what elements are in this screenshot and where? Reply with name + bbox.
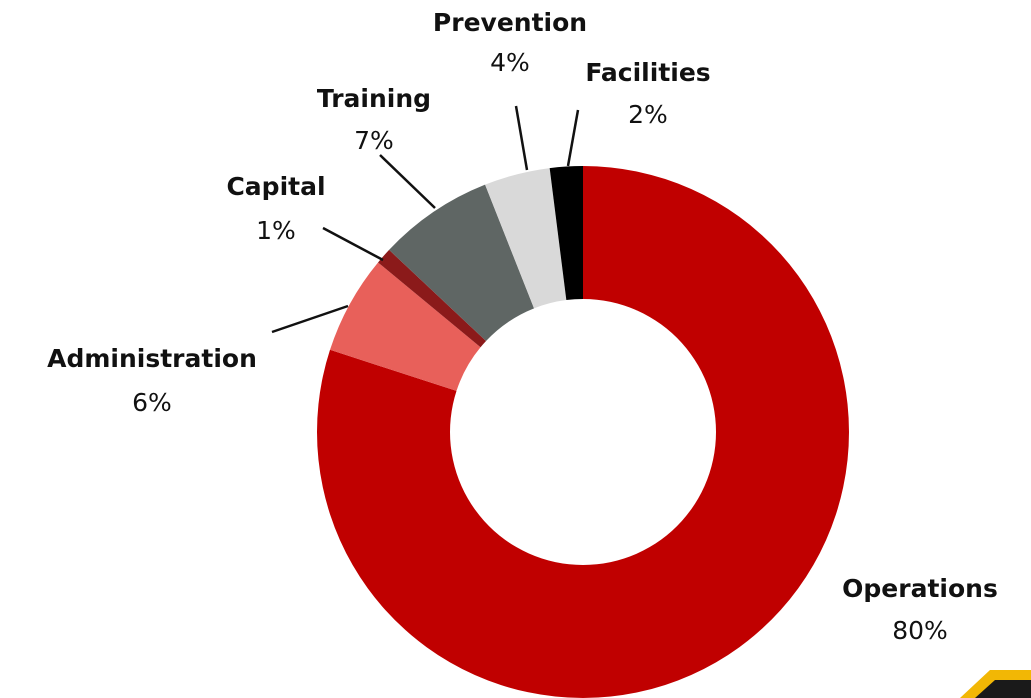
value-label: 6% — [132, 388, 172, 417]
category-label: Training — [317, 84, 431, 113]
value-label: 2% — [628, 100, 668, 129]
value-label: 80% — [892, 616, 948, 645]
donut-slice — [330, 262, 481, 391]
value-label: 1% — [256, 216, 296, 245]
category-label: Capital — [226, 172, 325, 201]
donut-slice — [549, 166, 583, 301]
category-label: Prevention — [433, 8, 587, 37]
donut-slice — [316, 166, 849, 698]
leader-line — [322, 226, 384, 262]
category-label: Facilities — [585, 58, 710, 87]
leader-line — [514, 105, 529, 171]
category-label: Operations — [842, 574, 998, 603]
corner-decoration — [960, 670, 1031, 698]
leader-line — [379, 154, 436, 209]
donut-slice — [485, 168, 567, 309]
category-label: Administration — [47, 344, 257, 373]
donut-slice — [378, 249, 487, 348]
value-label: 7% — [354, 126, 394, 155]
leader-line — [566, 109, 580, 167]
donut-slice — [389, 184, 535, 341]
leader-line — [271, 304, 349, 334]
value-label: 4% — [490, 48, 530, 77]
